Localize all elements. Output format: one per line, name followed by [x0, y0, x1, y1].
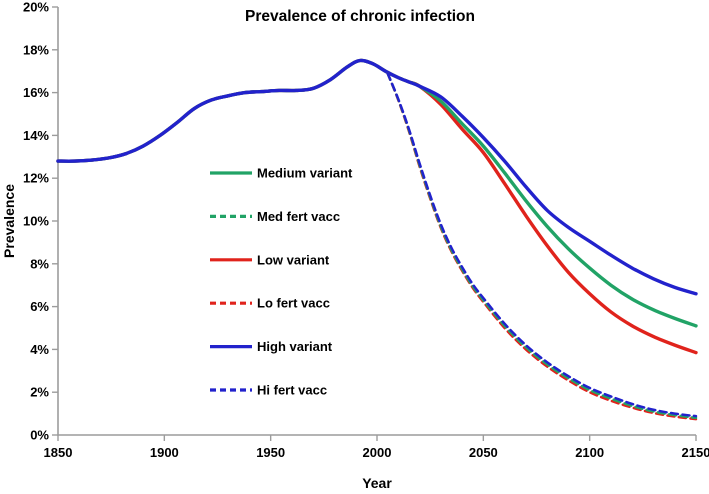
axis-lines: [57, 7, 696, 436]
legend-label: Hi fert vacc: [257, 383, 327, 398]
x-tick-label: 2100: [575, 445, 604, 460]
legend-label: Medium variant: [257, 166, 353, 181]
legend-item-hi-fert-vacc: Hi fert vacc: [210, 383, 327, 398]
y-tick-label: 4%: [30, 342, 49, 357]
x-tick-label: 2150: [682, 445, 709, 460]
series-line-lo-fert-vacc: [386, 72, 698, 421]
y-tick-label: 8%: [30, 256, 49, 271]
series-line-med-fert-vacc: [386, 72, 698, 420]
legend-label: Med fert vacc: [257, 209, 340, 224]
series-line-low-variant: [56, 58, 698, 355]
legend-item-high-variant: High variant: [210, 339, 333, 354]
axes: 0% 2% 4% 6% 8% 10% 12% 14% 16% 18% 20% 1850 1900 1950…: [23, 0, 709, 460]
legend-label: Lo fert vacc: [257, 296, 330, 311]
chart-title: Prevalence of chronic infection: [245, 8, 475, 25]
y-tick-label: 10%: [23, 214, 49, 229]
legend-item-low-variant: Low variant: [210, 252, 330, 267]
legend-item-medium-variant: Medium variant: [210, 166, 353, 181]
x-tick-label: 1850: [44, 445, 73, 460]
y-tick-label: 12%: [23, 171, 49, 186]
y-tick-label: 0%: [30, 428, 49, 443]
legend: Medium variant Med fert vacc Low variant Lo…: [210, 166, 353, 398]
x-tick-label: 2000: [363, 445, 392, 460]
series-line-medium-variant: [56, 58, 698, 328]
series-line-hi-fert-vacc: [386, 72, 698, 418]
y-axis-title: Prevalence: [1, 184, 17, 258]
legend-item-lo-fert-vacc: Lo fert vacc: [210, 296, 330, 311]
x-tick-label: 2050: [469, 445, 498, 460]
y-tick-label: 16%: [23, 85, 49, 100]
x-tick-label: 1950: [256, 445, 285, 460]
y-tick-label: 14%: [23, 128, 49, 143]
legend-item-med-fert-vacc: Med fert vacc: [210, 209, 340, 224]
x-tick-label: 1900: [150, 445, 179, 460]
y-tick-label: 2%: [30, 385, 49, 400]
legend-label: Low variant: [257, 252, 330, 267]
series-line-high-variant: [56, 58, 698, 296]
x-axis-title: Year: [362, 475, 392, 491]
y-tick-label: 18%: [23, 42, 49, 57]
legend-label: High variant: [257, 339, 333, 354]
y-tick-label: 6%: [30, 299, 49, 314]
series-lines: [56, 58, 698, 421]
y-tick-label: 20%: [23, 0, 49, 15]
